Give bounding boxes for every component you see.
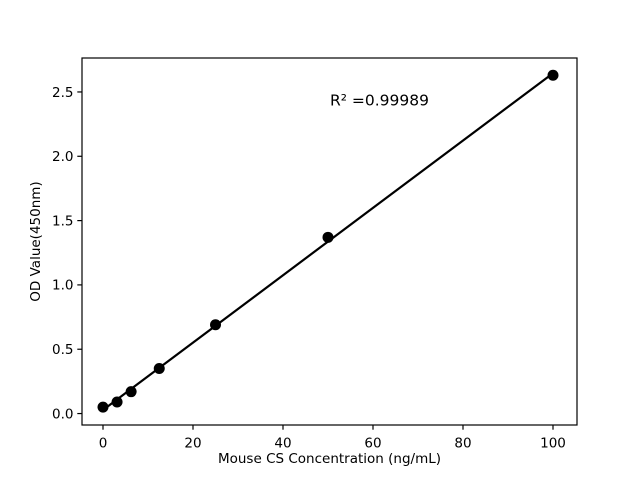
x-tick-label: 80 xyxy=(454,436,471,452)
x-tick-label: 100 xyxy=(540,436,566,452)
x-tick-label: 40 xyxy=(274,436,291,452)
x-tick-label: 0 xyxy=(99,436,108,452)
x-tick-label: 60 xyxy=(364,436,381,452)
data-point xyxy=(322,231,334,243)
data-point xyxy=(210,319,222,331)
y-tick-label: 2.0 xyxy=(52,149,73,165)
data-point xyxy=(97,401,109,413)
y-tick-label: 2.5 xyxy=(52,85,73,101)
data-point xyxy=(153,363,165,375)
x-tick-label: 20 xyxy=(184,436,201,452)
data-point xyxy=(125,386,137,398)
data-point xyxy=(547,69,559,81)
y-tick-label: 0.5 xyxy=(52,342,73,358)
y-tick-label: 1.0 xyxy=(52,278,73,294)
data-point xyxy=(111,396,123,408)
x-axis-label: Mouse CS Concentration (ng/mL) xyxy=(218,451,441,467)
y-tick-label: 0.0 xyxy=(52,406,73,422)
r-squared-annotation: R² =0.99989 xyxy=(330,92,429,110)
y-axis-label: OD Value(450nm) xyxy=(28,181,44,301)
y-tick-label: 1.5 xyxy=(52,213,73,229)
plot-frame xyxy=(81,57,578,426)
